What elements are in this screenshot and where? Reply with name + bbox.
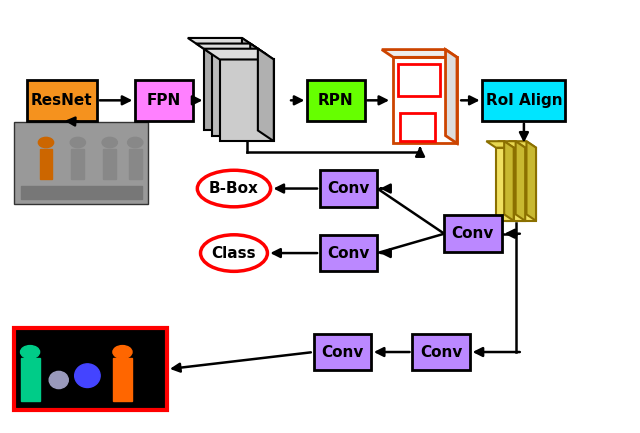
FancyBboxPatch shape — [212, 54, 266, 136]
Bar — [72, 149, 84, 179]
Polygon shape — [258, 49, 274, 141]
FancyBboxPatch shape — [394, 57, 457, 143]
Text: RPN: RPN — [318, 93, 354, 108]
Text: Conv: Conv — [321, 345, 364, 359]
FancyBboxPatch shape — [135, 80, 193, 121]
Circle shape — [102, 137, 117, 148]
Text: RoI Align: RoI Align — [486, 93, 562, 108]
Polygon shape — [196, 44, 266, 54]
Polygon shape — [445, 49, 457, 143]
Polygon shape — [382, 49, 457, 57]
FancyBboxPatch shape — [320, 235, 378, 271]
FancyBboxPatch shape — [496, 148, 514, 221]
FancyBboxPatch shape — [14, 122, 148, 204]
FancyBboxPatch shape — [307, 80, 365, 121]
FancyBboxPatch shape — [412, 334, 470, 370]
Circle shape — [38, 137, 54, 148]
Text: B-Box: B-Box — [209, 181, 259, 196]
Bar — [40, 149, 52, 179]
Polygon shape — [516, 141, 525, 221]
FancyBboxPatch shape — [483, 80, 565, 121]
Circle shape — [20, 346, 40, 359]
Circle shape — [113, 346, 132, 359]
FancyBboxPatch shape — [204, 49, 258, 130]
Polygon shape — [188, 38, 258, 49]
Bar — [113, 359, 132, 401]
FancyBboxPatch shape — [508, 148, 525, 221]
Polygon shape — [250, 44, 266, 136]
Polygon shape — [504, 141, 514, 221]
Polygon shape — [486, 141, 514, 148]
Text: Conv: Conv — [420, 345, 462, 359]
FancyBboxPatch shape — [14, 328, 167, 410]
Text: Conv: Conv — [328, 246, 370, 261]
Bar — [103, 149, 116, 179]
Ellipse shape — [49, 372, 68, 388]
Text: Conv: Conv — [328, 181, 370, 196]
Polygon shape — [242, 38, 258, 130]
Text: Conv: Conv — [452, 226, 494, 241]
FancyBboxPatch shape — [220, 59, 274, 141]
Text: Class: Class — [212, 246, 256, 261]
FancyBboxPatch shape — [27, 80, 97, 121]
Ellipse shape — [75, 364, 100, 388]
Polygon shape — [509, 141, 536, 148]
Polygon shape — [498, 141, 525, 148]
Bar — [20, 359, 40, 401]
FancyBboxPatch shape — [314, 334, 371, 370]
Bar — [129, 149, 141, 179]
Text: ResNet: ResNet — [31, 93, 93, 108]
FancyBboxPatch shape — [444, 216, 502, 252]
Ellipse shape — [197, 170, 271, 207]
FancyBboxPatch shape — [320, 170, 378, 207]
Polygon shape — [204, 49, 274, 59]
Ellipse shape — [200, 235, 268, 271]
Text: FPN: FPN — [147, 93, 181, 108]
FancyBboxPatch shape — [518, 148, 536, 221]
Circle shape — [127, 137, 143, 148]
Polygon shape — [527, 141, 536, 221]
Circle shape — [70, 137, 86, 148]
